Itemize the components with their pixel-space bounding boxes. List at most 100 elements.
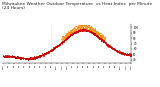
Point [34, 58, 36, 59]
Point [90, 28, 92, 29]
Point [127, 53, 129, 54]
Point [10, 55, 13, 56]
Point [80, 25, 82, 26]
Point [20, 57, 23, 58]
Point [90, 31, 93, 32]
Point [90, 31, 93, 32]
Point [109, 46, 112, 47]
Point [39, 55, 42, 56]
Point [94, 28, 96, 29]
Point [75, 26, 78, 27]
Point [103, 39, 105, 41]
Point [101, 39, 104, 41]
Point [84, 29, 87, 31]
Point [55, 46, 58, 48]
Point [83, 25, 85, 26]
Point [92, 32, 95, 34]
Point [27, 57, 30, 59]
Point [88, 31, 91, 32]
Point [80, 25, 82, 26]
Point [2, 55, 5, 57]
Point [93, 33, 96, 35]
Point [75, 30, 78, 32]
Point [68, 35, 70, 37]
Point [111, 47, 114, 49]
Point [69, 31, 71, 33]
Point [56, 45, 59, 46]
Point [115, 51, 118, 52]
Point [74, 28, 76, 30]
Point [98, 38, 100, 39]
Point [80, 29, 83, 30]
Point [60, 41, 63, 42]
Point [105, 44, 107, 45]
Point [89, 31, 92, 32]
Point [11, 56, 14, 58]
Point [52, 48, 55, 49]
Point [100, 37, 102, 38]
Point [98, 35, 101, 36]
Point [104, 42, 107, 44]
Point [17, 57, 20, 58]
Point [90, 31, 93, 33]
Point [109, 46, 111, 48]
Point [16, 56, 18, 57]
Point [9, 56, 12, 57]
Point [56, 44, 59, 46]
Point [41, 54, 43, 55]
Point [28, 57, 30, 59]
Point [75, 26, 77, 27]
Point [21, 57, 24, 58]
Point [36, 56, 38, 58]
Point [95, 35, 98, 37]
Point [7, 56, 9, 57]
Point [126, 53, 129, 55]
Point [102, 41, 105, 42]
Point [87, 30, 90, 31]
Point [90, 32, 93, 33]
Point [69, 35, 71, 36]
Point [65, 38, 67, 40]
Point [78, 30, 80, 31]
Point [95, 31, 97, 32]
Point [117, 51, 120, 52]
Point [30, 57, 33, 58]
Point [47, 51, 49, 53]
Point [98, 37, 100, 38]
Point [95, 35, 97, 36]
Point [53, 47, 56, 48]
Point [63, 39, 66, 41]
Point [41, 54, 44, 55]
Point [77, 25, 80, 27]
Point [70, 34, 73, 36]
Point [85, 27, 87, 29]
Point [82, 26, 85, 27]
Point [95, 35, 97, 37]
Point [48, 51, 51, 52]
Point [110, 47, 113, 48]
Point [123, 53, 125, 54]
Point [99, 38, 102, 39]
Point [5, 55, 8, 56]
Point [39, 56, 41, 57]
Point [95, 34, 98, 35]
Point [80, 30, 82, 31]
Point [80, 25, 82, 26]
Point [85, 29, 88, 30]
Point [115, 50, 117, 51]
Point [52, 47, 55, 49]
Point [37, 56, 40, 57]
Point [72, 32, 75, 34]
Point [98, 37, 101, 38]
Point [88, 30, 91, 31]
Point [25, 58, 27, 60]
Point [54, 46, 56, 48]
Point [25, 57, 28, 58]
Point [6, 56, 8, 57]
Point [88, 31, 91, 33]
Point [32, 57, 35, 59]
Point [63, 36, 65, 37]
Point [46, 51, 48, 53]
Point [103, 41, 105, 42]
Point [78, 27, 80, 29]
